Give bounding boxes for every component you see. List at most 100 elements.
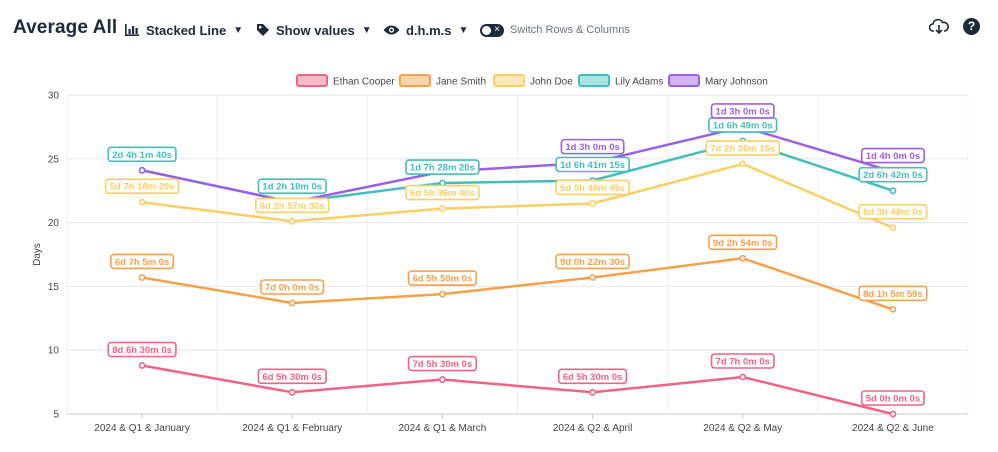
show-values-label: Show values — [276, 22, 355, 38]
data-label: 7d 7h 0m 0s — [710, 353, 775, 369]
data-label: 9d 2h 54m 0s — [708, 234, 778, 251]
y-tick-label: 30 — [48, 91, 60, 102]
data-label: 2d 6h 42m 0s — [858, 166, 928, 183]
data-label: 6d 5h 36m 40s — [405, 184, 480, 201]
data-point — [138, 198, 146, 206]
legend-swatch — [493, 74, 525, 87]
data-label: 1d 7h 28m 20s — [405, 159, 480, 175]
chart-grid — [66, 94, 969, 415]
data-label-box — [407, 270, 478, 286]
data-label-box — [107, 341, 177, 358]
data-label-text: 1d 3h 0m 0s — [565, 142, 619, 153]
data-label-text: 5d 5h 48m 45s — [560, 183, 625, 194]
data-label-text: 7d 2h 36m 15s — [710, 143, 775, 154]
data-label: 1d 4h 0m 0s — [860, 147, 925, 164]
legend-swatch — [399, 74, 431, 87]
data-label-box — [257, 178, 327, 194]
x-tick-label: 2024 & Q1 & February — [242, 423, 342, 434]
x-tick-label: 2024 & Q2 & May — [703, 423, 782, 434]
data-label: 8d 1h 5m 59s — [858, 285, 928, 302]
data-label: 5d 7h 18m 20s — [104, 178, 180, 194]
data-point — [589, 274, 596, 281]
format-label: d.h.m.s — [406, 22, 452, 38]
data-label-box — [405, 184, 480, 201]
chart-legend: Ethan Cooper Jane Smith John Doe Lily Adams… — [296, 74, 768, 88]
data-label-text: 8d 1h 5m 59s — [863, 289, 923, 300]
data-label-box — [110, 253, 175, 270]
data-label-box — [407, 355, 478, 372]
data-label-text: 7d 0h 0m 0s — [265, 282, 319, 293]
data-label: 7d 5h 30m 0s — [407, 355, 478, 372]
bar-chart-icon — [125, 24, 139, 36]
x-tick-label: 2024 & Q1 & January — [94, 423, 190, 434]
data-label: 7d 2h 36m 15s — [705, 140, 781, 156]
legend-label: Jane Smith — [436, 77, 486, 88]
x-tick-label: 2024 & Q2 & April — [553, 423, 633, 434]
data-label-box — [858, 285, 928, 302]
chart-axes: 5 10 15 20 25 30 2024 & Q1 & January 2024 & Q1 … — [32, 91, 934, 435]
data-point — [288, 388, 296, 396]
legend-label: Lily Adams — [615, 77, 663, 88]
data-label-text: 6d 2h 57m 30s — [260, 201, 325, 212]
y-axis-label: Days — [32, 243, 43, 266]
data-label-text: 1d 4h 0m 0s — [866, 151, 920, 162]
data-label-box — [104, 178, 180, 194]
toggle-knob — [482, 25, 491, 35]
data-label-text: 1d 7h 28m 20s — [410, 163, 475, 174]
data-label: 2d 4h 1m 40s — [107, 146, 177, 163]
series-line — [141, 364, 894, 416]
data-label-box — [705, 140, 781, 156]
data-label: 6d 5h 30m 0s — [557, 368, 628, 385]
data-label-box — [257, 368, 327, 385]
data-label-text: 9d 2h 54m 0s — [713, 238, 773, 249]
data-label-text: 7d 7h 0m 0s — [716, 356, 770, 367]
y-tick-label: 5 — [53, 410, 59, 421]
switch-toggle[interactable]: × — [480, 23, 504, 37]
data-point — [739, 373, 747, 381]
data-label-box — [254, 197, 330, 214]
data-label-text: 6d 3h 48m 0s — [863, 207, 923, 218]
data-label-box — [860, 147, 925, 164]
data-label: 1d 6h 49m 0s — [708, 117, 778, 133]
chart-type-dropdown[interactable]: Stacked Line ▼ — [124, 20, 243, 40]
switch-rows-columns[interactable]: × Switch Rows & Columns — [480, 20, 630, 40]
data-label-box — [557, 368, 628, 385]
legend-swatch — [296, 74, 328, 87]
data-label-box — [708, 234, 778, 251]
data-point — [138, 274, 146, 281]
series-line — [141, 125, 894, 204]
header-actions: ? — [929, 18, 980, 35]
data-label-box — [560, 138, 625, 155]
y-tick-label: 25 — [48, 154, 60, 165]
data-label-text: 9d 0h 22m 30s — [560, 257, 625, 268]
chart-type-label: Stacked Line — [146, 22, 227, 38]
data-label-box — [710, 103, 775, 119]
data-label: 1d 3h 0m 0s — [710, 103, 775, 119]
chevron-down-icon: ▼ — [361, 24, 372, 36]
eye-icon — [383, 25, 400, 35]
data-point — [589, 200, 596, 207]
data-point — [439, 205, 446, 212]
chevron-down-icon: ▼ — [233, 24, 244, 36]
y-tick-label: 20 — [48, 218, 60, 229]
data-label-box — [858, 203, 928, 220]
format-dropdown[interactable]: d.h.m.s ▼ — [383, 20, 468, 40]
help-icon[interactable]: ? — [963, 18, 980, 35]
legend-swatch — [578, 74, 610, 87]
legend-label: John Doe — [530, 77, 573, 88]
data-label-text: 1d 6h 41m 15s — [560, 160, 625, 171]
data-label-box — [260, 279, 325, 295]
data-label: 8d 6h 30m 0s — [107, 341, 177, 358]
legend-label: Mary Johnson — [705, 77, 768, 88]
data-point — [889, 410, 897, 418]
data-point — [138, 166, 146, 174]
data-label: 5d 5h 48m 45s — [555, 179, 630, 196]
legend-swatch — [668, 74, 700, 87]
switch-label: Switch Rows & Columns — [510, 24, 630, 36]
data-point — [439, 290, 446, 298]
data-label: 1d 6h 41m 15s — [555, 156, 630, 173]
x-tick-label: 2024 & Q2 & June — [852, 423, 934, 434]
cloud-download-icon[interactable] — [929, 18, 949, 35]
data-point — [288, 217, 296, 225]
show-values-dropdown[interactable]: Show values ▼ — [256, 20, 372, 40]
